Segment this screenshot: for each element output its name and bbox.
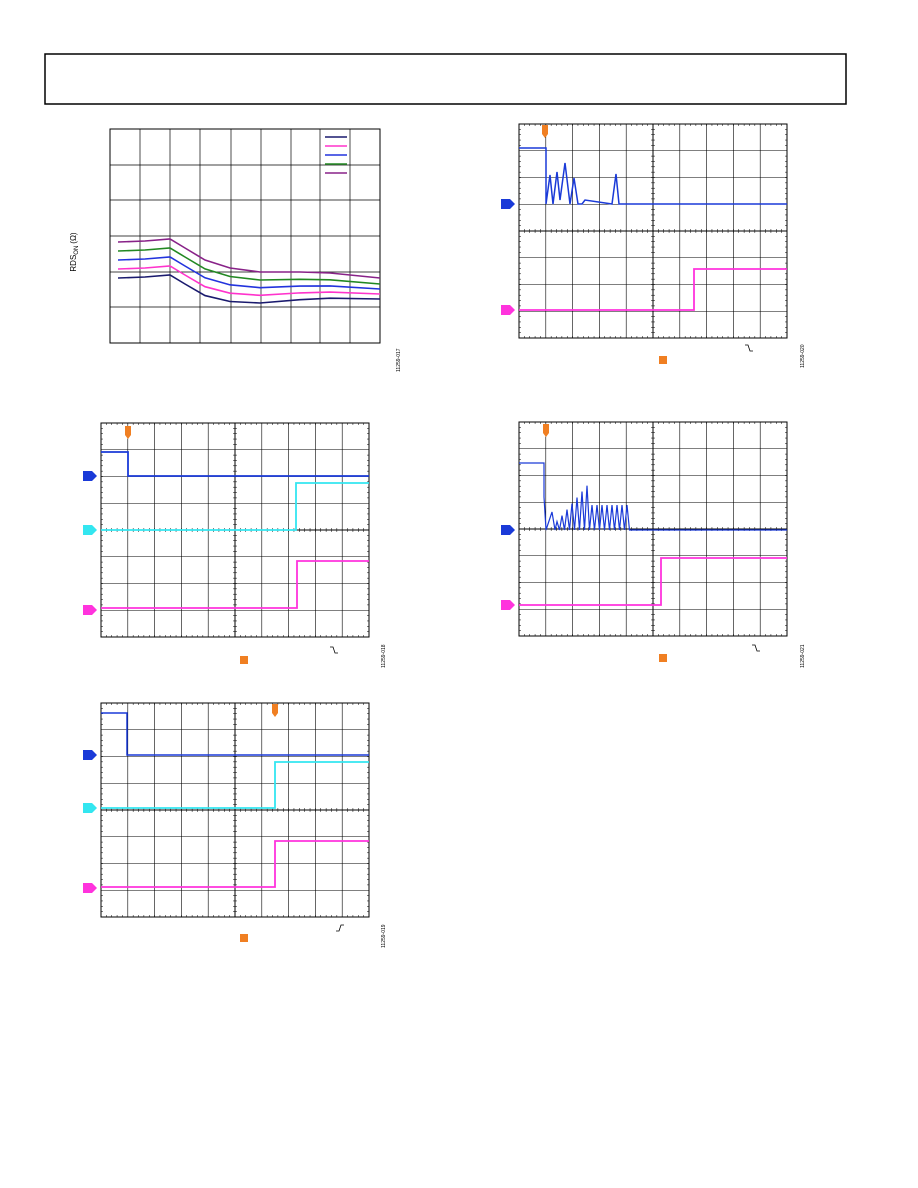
- scope-frame: [518, 123, 788, 339]
- slope-icon: [330, 646, 338, 654]
- trigger-square: [659, 654, 667, 662]
- figure-id: 11259-017: [396, 348, 402, 372]
- channel-marker: [83, 525, 97, 535]
- slope-icon: [752, 644, 760, 652]
- figure-id: 11259-020: [800, 344, 806, 368]
- trigger-marker: [272, 704, 278, 717]
- scope-frame: [100, 702, 370, 918]
- figure-id: 11259-018: [381, 644, 387, 668]
- trace: [101, 712, 369, 756]
- trigger-square: [659, 356, 667, 364]
- channel-marker: [83, 883, 97, 893]
- trace: [519, 462, 787, 531]
- curve: [117, 265, 381, 297]
- trace: [101, 560, 369, 609]
- trace: [519, 557, 787, 606]
- channel-marker: [501, 525, 515, 535]
- trace: [519, 147, 787, 205]
- figure-id: 11259-021: [800, 644, 806, 668]
- slope-icon: [745, 344, 753, 352]
- trace: [101, 840, 369, 888]
- curve: [117, 256, 381, 290]
- channel-marker: [83, 605, 97, 615]
- curve: [117, 247, 381, 285]
- channel-marker: [501, 305, 515, 315]
- trace: [519, 268, 787, 311]
- curve: [117, 238, 381, 279]
- trace: [101, 482, 369, 531]
- trigger-marker: [543, 424, 549, 437]
- trace: [101, 451, 369, 477]
- channel-marker: [501, 600, 515, 610]
- trace: [101, 761, 369, 809]
- label-unit: (Ω): [69, 232, 78, 244]
- trigger-square: [240, 934, 248, 942]
- label-sub: ON: [74, 246, 80, 255]
- plot-frame: [109, 128, 381, 344]
- channel-marker: [83, 750, 97, 760]
- label-main: RDS: [69, 255, 78, 272]
- trigger-marker: [542, 125, 548, 138]
- curve: [117, 274, 381, 304]
- slope-icon: [336, 924, 344, 932]
- scope-frame: [518, 421, 788, 637]
- channel-marker: [501, 199, 515, 209]
- header-box: [44, 53, 847, 105]
- y-axis-label: RDSON (Ω): [69, 232, 80, 272]
- trigger-marker: [125, 426, 131, 439]
- channel-marker: [83, 471, 97, 481]
- figure-id: 11259-019: [381, 924, 387, 948]
- channel-marker: [83, 803, 97, 813]
- trigger-square: [240, 656, 248, 664]
